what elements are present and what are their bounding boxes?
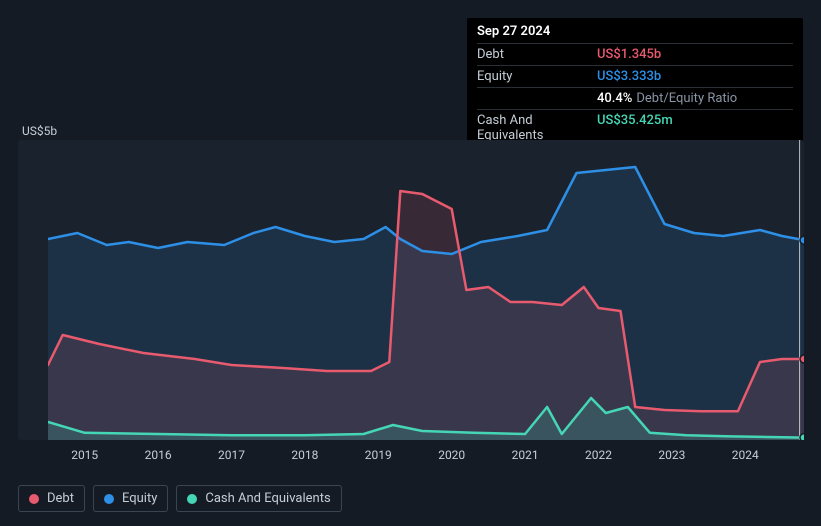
x-tick-label: 2017 bbox=[218, 448, 245, 462]
tooltip-value: US$1.345b bbox=[597, 47, 661, 62]
legend-swatch bbox=[187, 494, 197, 504]
x-tick-label: 2021 bbox=[512, 448, 539, 462]
chart-svg bbox=[48, 140, 804, 440]
tooltip-suffix: Debt/Equity Ratio bbox=[636, 91, 737, 106]
tooltip-label bbox=[477, 91, 597, 106]
chart-area[interactable] bbox=[18, 140, 804, 440]
chart-plot[interactable] bbox=[48, 140, 804, 440]
tooltip-date: Sep 27 2024 bbox=[477, 24, 793, 43]
legend-swatch bbox=[29, 494, 39, 504]
x-tick-label: 2022 bbox=[585, 448, 612, 462]
legend-label: Debt bbox=[47, 491, 74, 506]
x-tick-label: 2016 bbox=[145, 448, 172, 462]
legend-item-cash[interactable]: Cash And Equivalents bbox=[176, 485, 341, 512]
x-tick-label: 2020 bbox=[438, 448, 465, 462]
y-axis-max-label: US$5b bbox=[22, 124, 57, 138]
x-tick-label: 2019 bbox=[365, 448, 392, 462]
legend-swatch bbox=[104, 494, 114, 504]
chart-legend: Debt Equity Cash And Equivalents bbox=[18, 485, 342, 512]
x-tick-label: 2024 bbox=[732, 448, 759, 462]
x-axis: 2015 2016 2017 2018 2019 2020 2021 2022 2023 2024 bbox=[48, 448, 803, 468]
data-tooltip: Sep 27 2024 Debt US$1.345b Equity US$3.3… bbox=[467, 18, 803, 156]
tooltip-label: Debt bbox=[477, 47, 597, 62]
legend-label: Cash And Equivalents bbox=[205, 491, 330, 506]
x-tick-label: 2018 bbox=[291, 448, 318, 462]
legend-item-equity[interactable]: Equity bbox=[93, 485, 168, 512]
tooltip-label: Equity bbox=[477, 69, 597, 84]
tooltip-row-ratio: 40.4% Debt/Equity Ratio bbox=[477, 87, 793, 109]
tooltip-row-debt: Debt US$1.345b bbox=[477, 43, 793, 65]
x-tick-label: 2015 bbox=[71, 448, 98, 462]
legend-item-debt[interactable]: Debt bbox=[18, 485, 85, 512]
tooltip-value: US$35.425m bbox=[597, 113, 673, 143]
tooltip-row-equity: Equity US$3.333b bbox=[477, 65, 793, 87]
tooltip-value: US$3.333b bbox=[597, 69, 661, 84]
x-tick-label: 2023 bbox=[658, 448, 685, 462]
legend-label: Equity bbox=[122, 491, 157, 506]
tooltip-label: Cash And Equivalents bbox=[477, 113, 597, 143]
tooltip-value: 40.4% bbox=[597, 91, 632, 106]
